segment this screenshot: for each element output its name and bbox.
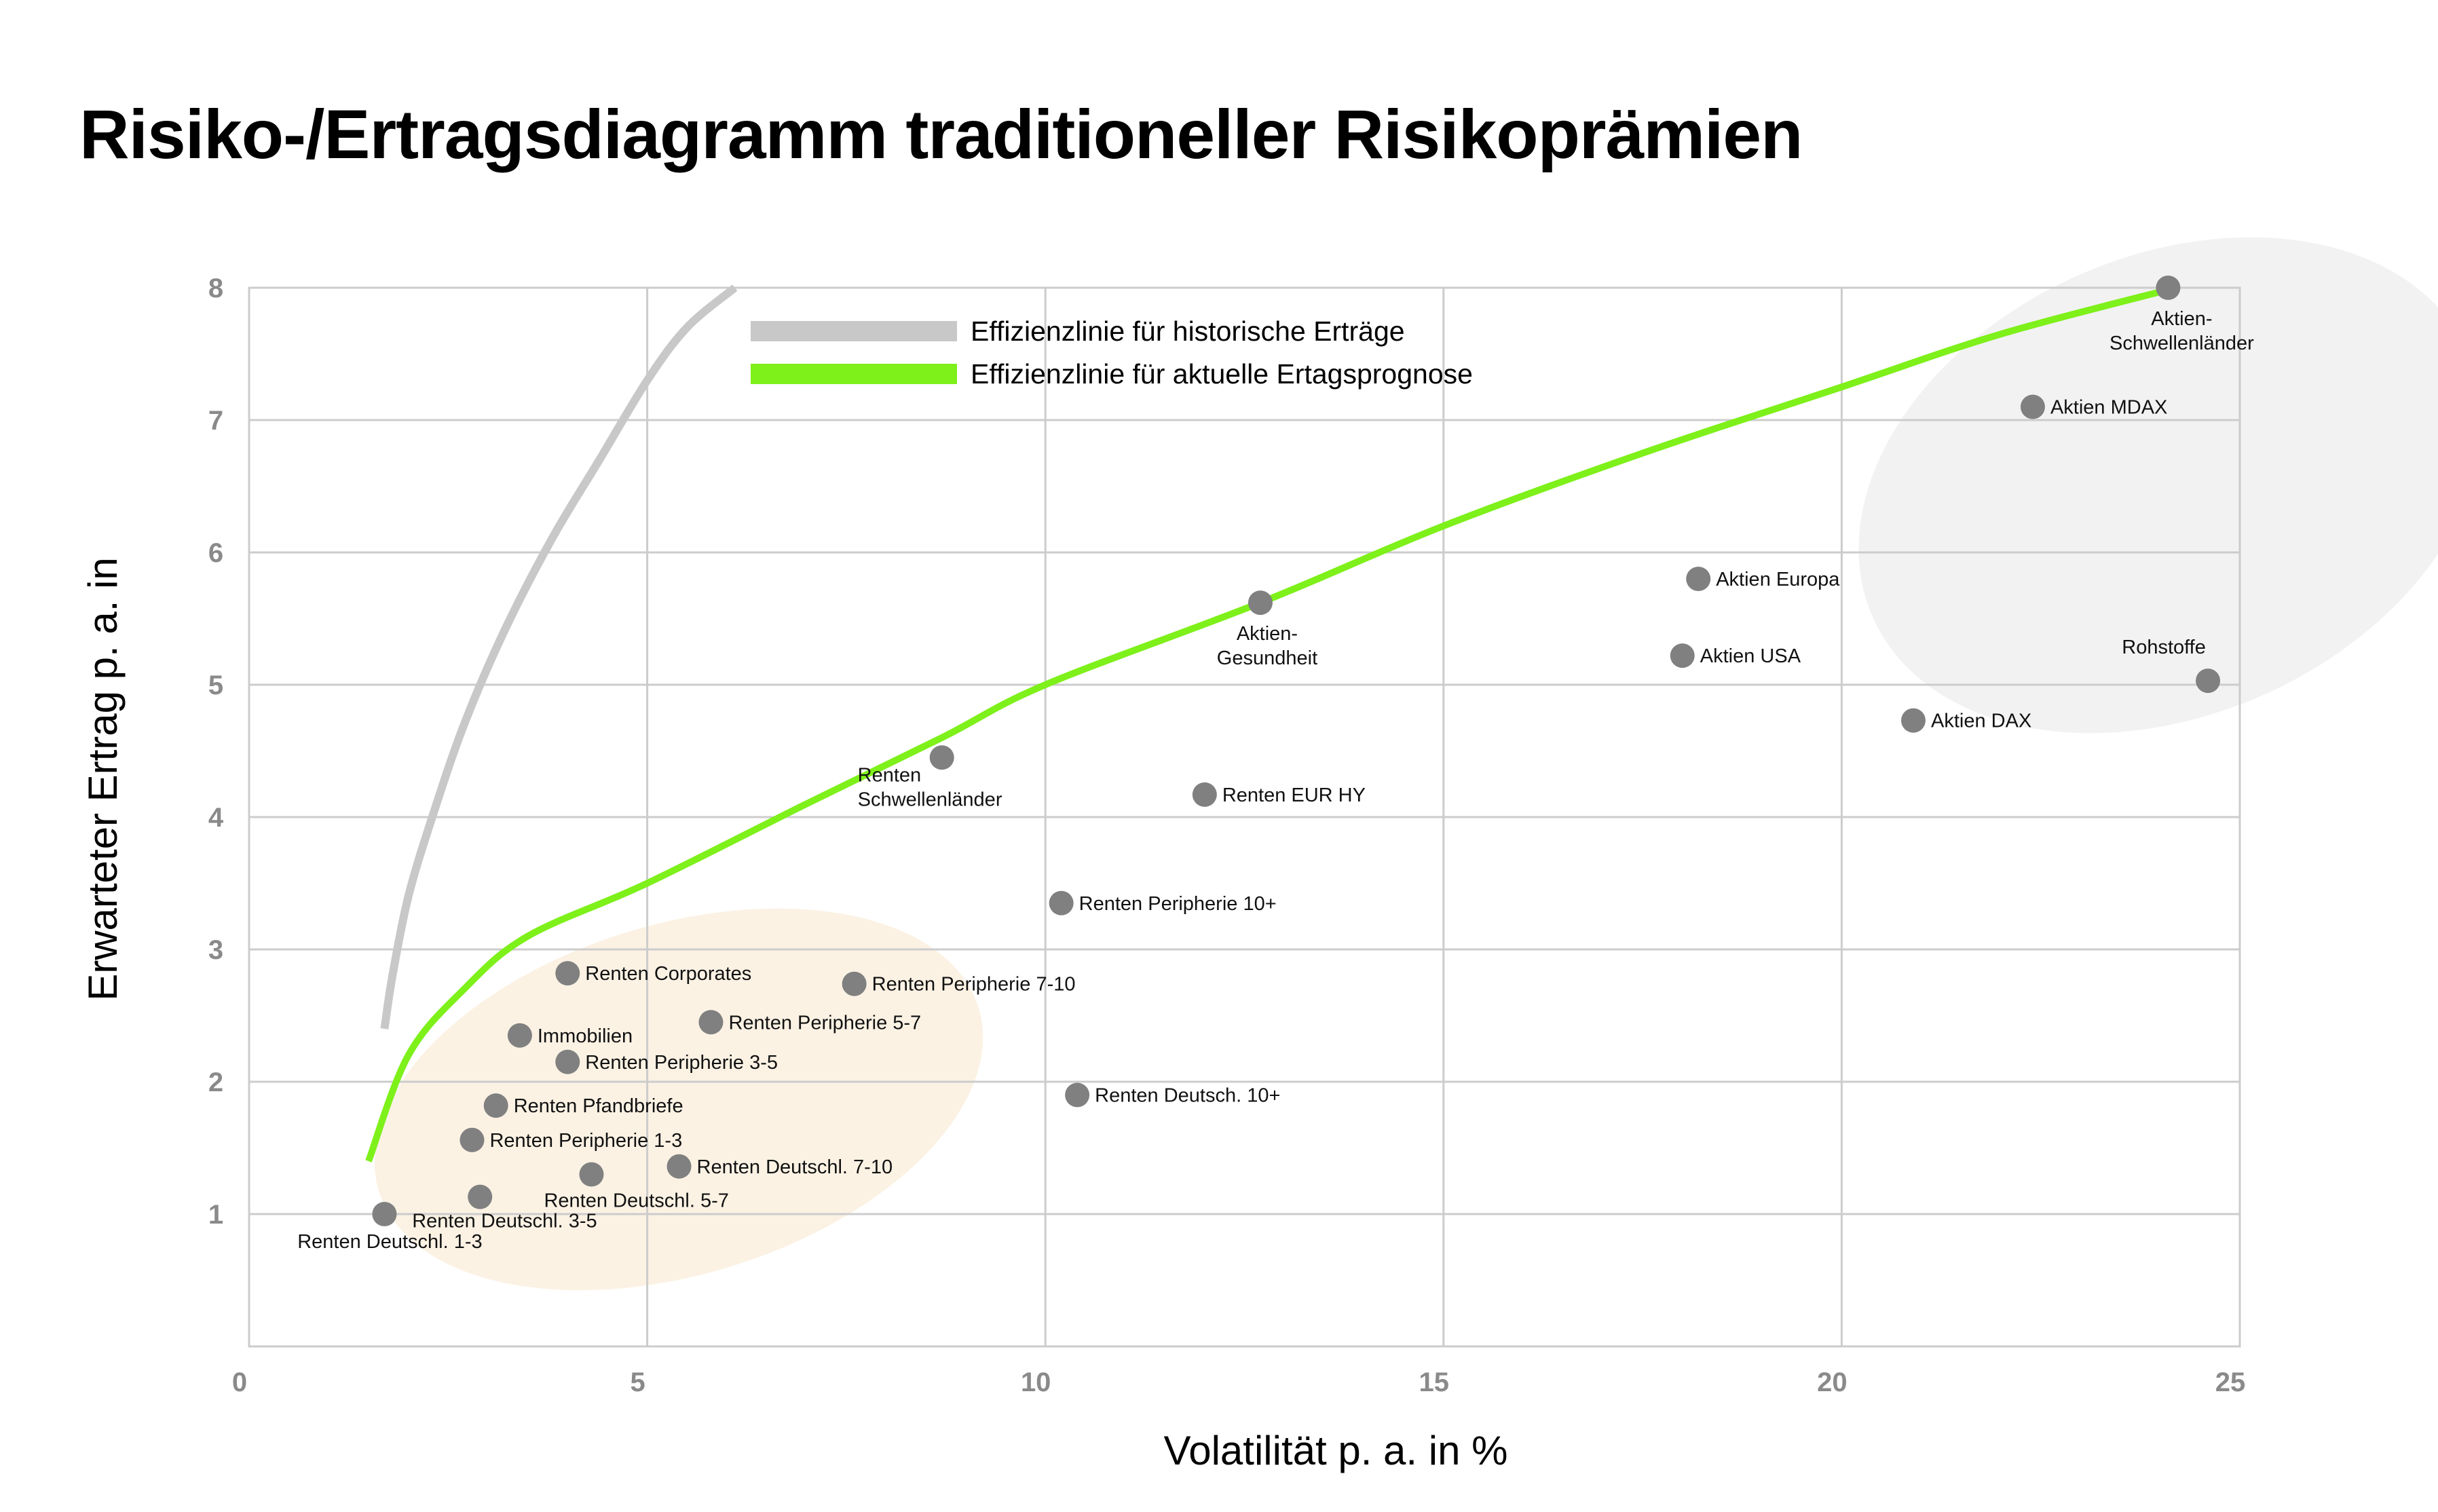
point-label: Aktien-Gesundheit — [1217, 623, 1317, 669]
point-label: Aktien MDAX — [2050, 397, 2167, 419]
x-tick-label: 10 — [1021, 1367, 1051, 1397]
point-label: Renten Deutschl. 5-7 — [544, 1190, 728, 1212]
point-label: Aktien-Schwellenländer — [2109, 308, 2254, 354]
data-point — [1670, 643, 1695, 668]
data-point — [1900, 708, 1926, 733]
data-point — [842, 971, 867, 996]
axis-ticks: 0 5 10 15 20 25 1 2 3 4 5 6 7 8 — [208, 273, 2245, 1397]
chart-title: Risiko-/Ertragsdiagramm traditioneller R… — [79, 96, 1803, 173]
point-label: Renten Pfandbriefe — [514, 1095, 683, 1117]
data-point — [507, 1023, 532, 1048]
y-tick-label: 7 — [208, 406, 223, 436]
forecast-efficiency-line — [365, 284, 2177, 1163]
efficiency-lines — [365, 284, 2177, 1163]
point-label: Aktien Europa — [1716, 569, 1840, 590]
data-point — [1686, 567, 1711, 591]
y-axis-title: Erwarteter Ertrag p. a. in — [80, 557, 126, 1001]
data-point — [1192, 782, 1217, 807]
data-point — [579, 1162, 604, 1187]
point-label: Renten Deutschl. 3-5 — [412, 1211, 597, 1232]
data-point — [1049, 890, 1074, 915]
legend-label-historical: Effizienzlinie für historische Erträge — [971, 316, 1405, 347]
point-label: Aktien USA — [1700, 645, 1801, 667]
point-label: Rohstoffe — [2122, 637, 2206, 658]
data-point — [372, 1202, 397, 1226]
y-tick-label: 3 — [208, 935, 223, 965]
data-point — [555, 1049, 580, 1074]
data-point — [2020, 394, 2045, 419]
x-axis-title: Volatilität p. a. in % — [1164, 1428, 1508, 1473]
point-label: Renten EUR HY — [1222, 785, 1366, 806]
point-label: Aktien DAX — [1931, 711, 2031, 732]
data-point — [483, 1093, 508, 1118]
data-point — [460, 1127, 485, 1152]
point-label: Renten Corporates — [585, 963, 751, 985]
data-point — [1248, 590, 1273, 616]
data-point — [929, 745, 954, 770]
x-tick-label: 25 — [2215, 1367, 2246, 1397]
x-tick-label: 20 — [1817, 1367, 1848, 1397]
point-label: Renten Deutschl. 7-10 — [697, 1156, 893, 1178]
grid — [248, 286, 2241, 1348]
point-label: Renten Peripherie 5-7 — [728, 1012, 921, 1034]
y-tick-label: 2 — [208, 1067, 223, 1097]
x-tick-label: 15 — [1419, 1367, 1450, 1397]
data-point — [468, 1184, 493, 1209]
data-point — [2156, 276, 2181, 300]
legend-label-forecast: Effizienzlinie für aktuelle Ertagsprogno… — [971, 358, 1473, 390]
y-tick-label: 1 — [208, 1200, 223, 1230]
point-label: Renten Deutsch. 10+ — [1095, 1085, 1280, 1107]
y-tick-label: 8 — [208, 273, 223, 303]
y-tick-label: 4 — [208, 803, 224, 833]
historical-efficiency-line — [380, 284, 738, 1029]
point-label: Renten Deutschl. 1-3 — [297, 1231, 482, 1253]
data-point — [2196, 668, 2221, 694]
point-label: Immobilien — [538, 1025, 633, 1047]
point-label: Renten Peripherie 10+ — [1079, 893, 1277, 915]
legend: Effizienzlinie für historische Erträge Ef… — [751, 316, 1473, 390]
data-point — [1065, 1082, 1090, 1108]
y-tick-label: 5 — [208, 670, 223, 700]
equity-cluster-ellipse — [1858, 237, 2438, 734]
point-label: Renten Peripherie 1-3 — [489, 1130, 682, 1152]
point-label: Renten Peripherie 7-10 — [872, 974, 1076, 996]
cluster-highlights — [374, 237, 2438, 1291]
data-point — [698, 1010, 724, 1035]
x-tick-label: 5 — [630, 1367, 645, 1397]
data-points — [372, 276, 2221, 1226]
data-point — [555, 961, 580, 986]
bond-cluster-ellipse — [374, 908, 983, 1291]
point-label: Renten Schwellenländer — [858, 764, 1002, 810]
x-tick-label: 0 — [232, 1367, 247, 1397]
data-point — [667, 1154, 692, 1179]
y-tick-label: 6 — [208, 538, 223, 568]
point-label: Renten Peripherie 3-5 — [585, 1052, 778, 1074]
